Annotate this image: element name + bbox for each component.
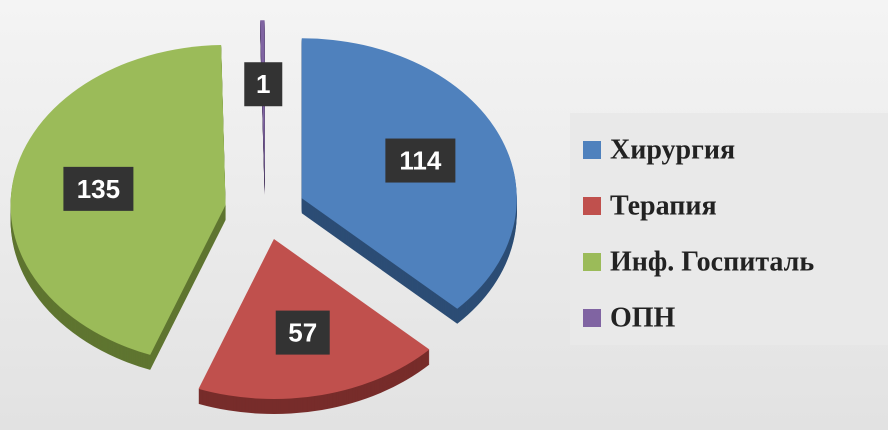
label-box xyxy=(385,138,456,183)
legend-label: Хирургия xyxy=(610,135,735,166)
legend-swatch xyxy=(583,309,601,327)
legend-label: Инф. Госпиталь xyxy=(610,247,814,278)
legend-swatch xyxy=(583,141,601,159)
data-label: 114 xyxy=(399,146,441,176)
legend-label: ОПН xyxy=(610,303,676,334)
legend-label: Терапия xyxy=(610,191,717,222)
legend-swatch xyxy=(583,197,601,215)
label-box xyxy=(244,62,283,107)
label-box xyxy=(275,310,330,355)
data-label: 1 xyxy=(256,69,270,99)
data-label: 57 xyxy=(288,318,317,348)
legend-box xyxy=(570,113,888,345)
data-label: 135 xyxy=(77,174,120,204)
legend-swatch xyxy=(583,253,601,271)
label-box xyxy=(63,166,134,211)
